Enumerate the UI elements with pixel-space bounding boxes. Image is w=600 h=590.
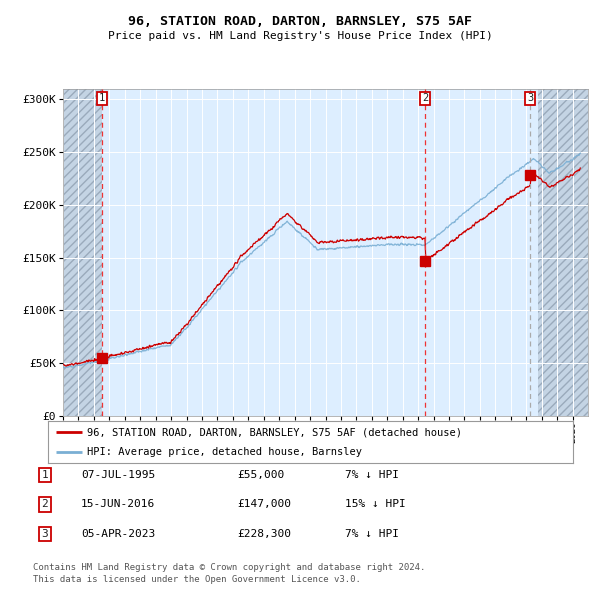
Text: 96, STATION ROAD, DARTON, BARNSLEY, S75 5AF (detached house): 96, STATION ROAD, DARTON, BARNSLEY, S75 …	[88, 427, 463, 437]
Text: 15% ↓ HPI: 15% ↓ HPI	[345, 500, 406, 509]
Text: HPI: Average price, detached house, Barnsley: HPI: Average price, detached house, Barn…	[88, 447, 362, 457]
Text: 3: 3	[527, 93, 533, 103]
Text: £147,000: £147,000	[237, 500, 291, 509]
Text: £228,300: £228,300	[237, 529, 291, 539]
Bar	[63, 88, 102, 416]
Text: This data is licensed under the Open Government Licence v3.0.: This data is licensed under the Open Gov…	[33, 575, 361, 584]
Text: Price paid vs. HM Land Registry's House Price Index (HPI): Price paid vs. HM Land Registry's House …	[107, 31, 493, 41]
Text: 7% ↓ HPI: 7% ↓ HPI	[345, 470, 399, 480]
Text: 3: 3	[41, 529, 49, 539]
Text: 2: 2	[422, 93, 428, 103]
Bar	[538, 88, 588, 416]
Text: £55,000: £55,000	[237, 470, 284, 480]
Text: 7% ↓ HPI: 7% ↓ HPI	[345, 529, 399, 539]
Text: 2: 2	[41, 500, 49, 509]
Text: 96, STATION ROAD, DARTON, BARNSLEY, S75 5AF: 96, STATION ROAD, DARTON, BARNSLEY, S75 …	[128, 15, 472, 28]
Text: 15-JUN-2016: 15-JUN-2016	[81, 500, 155, 509]
Text: 1: 1	[99, 93, 105, 103]
Text: 1: 1	[41, 470, 49, 480]
Bar	[63, 88, 102, 416]
Text: 05-APR-2023: 05-APR-2023	[81, 529, 155, 539]
Text: 07-JUL-1995: 07-JUL-1995	[81, 470, 155, 480]
Bar	[538, 88, 588, 416]
Text: Contains HM Land Registry data © Crown copyright and database right 2024.: Contains HM Land Registry data © Crown c…	[33, 563, 425, 572]
